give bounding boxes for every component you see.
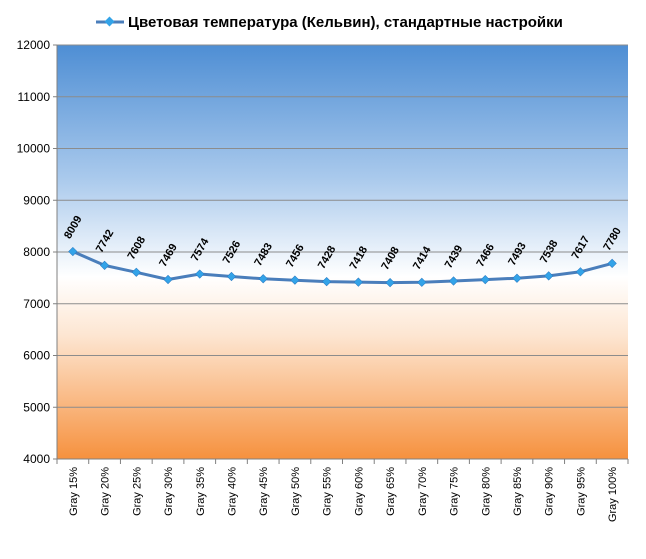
y-tick-label: 7000	[23, 297, 50, 311]
x-tick-label: Gray 75%	[449, 467, 461, 516]
series-line	[72, 250, 613, 285]
data-point-marker	[480, 275, 490, 285]
data-point-marker	[322, 277, 332, 287]
data-point-marker	[258, 274, 268, 284]
y-tick-label: 9000	[23, 193, 50, 207]
data-point-marker	[575, 267, 586, 277]
data-point-marker	[417, 277, 427, 287]
x-tick-label: Gray 60%	[353, 467, 365, 516]
x-tick-label: Gray 20%	[100, 467, 112, 516]
x-axis-ticks: Gray 15% Gray 20% Gray 25% Gray 30% Gray 35%…	[56, 459, 629, 522]
x-tick-label: Gray 45%	[258, 467, 270, 516]
data-point-marker	[68, 246, 78, 257]
y-tick-label: 11000	[18, 90, 51, 104]
data-point-marker	[226, 271, 237, 282]
data-point-marker	[290, 275, 300, 285]
legend: Цветовая температура (Кельвин), стандарт…	[96, 14, 563, 31]
y-tick-label: 6000	[23, 349, 50, 363]
legend-diamond-marker	[104, 16, 115, 27]
x-tick-label: Gray 80%	[480, 467, 492, 516]
data-point-marker	[99, 260, 110, 270]
data-point-marker	[353, 277, 363, 287]
x-tick-label: Gray 35%	[195, 467, 207, 516]
data-point-marker	[512, 273, 522, 283]
data-point-marker	[607, 258, 617, 268]
data-point-marker	[544, 271, 554, 281]
y-tick-label: 4000	[23, 452, 50, 466]
x-tick-label: Gray 50%	[290, 467, 302, 516]
x-tick-label: Gray 55%	[322, 467, 334, 516]
x-tick-label: Gray 25%	[131, 467, 143, 516]
x-tick-label: Gray 65%	[385, 467, 397, 516]
x-tick-label: Gray 15%	[68, 467, 80, 516]
data-point-marker	[163, 274, 173, 285]
x-tick-label: Gray 40%	[226, 467, 238, 516]
y-tick-label: 10000	[17, 142, 51, 156]
data-point-marker	[385, 278, 395, 288]
y-tick-label: 5000	[23, 400, 50, 414]
data-point-marker	[131, 267, 141, 277]
data-point-marker	[448, 276, 459, 286]
x-tick-label: Gray 30%	[163, 467, 175, 516]
series-line-group	[68, 246, 617, 288]
x-tick-label: Gray 95%	[575, 467, 587, 516]
data-point-marker	[195, 269, 205, 279]
legend-series-label: Цветовая температура (Кельвин), стандарт…	[128, 14, 563, 31]
x-tick-label: Gray 85%	[512, 467, 524, 516]
x-tick-label: Gray 100%	[607, 467, 619, 522]
y-tick-label: 12000	[17, 38, 51, 52]
x-tick-label: Gray 70%	[417, 467, 429, 516]
y-tick-label: 8000	[23, 245, 50, 259]
x-tick-label: Gray 90%	[544, 467, 556, 516]
